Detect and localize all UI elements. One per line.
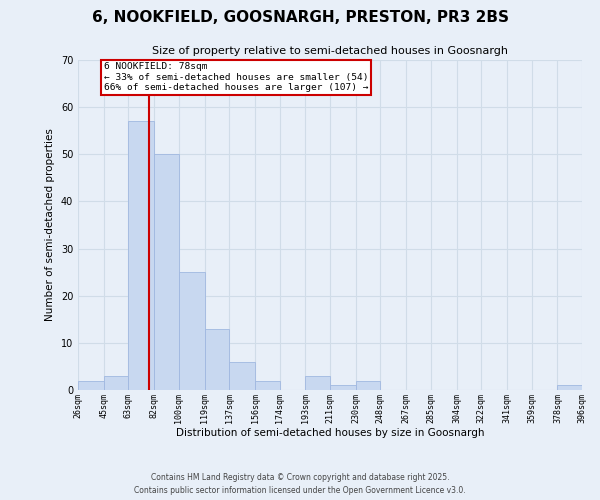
Bar xyxy=(229,362,255,390)
Bar xyxy=(154,154,179,390)
Bar xyxy=(179,272,205,390)
Title: Size of property relative to semi-detached houses in Goosnargh: Size of property relative to semi-detach… xyxy=(152,46,508,56)
Bar xyxy=(330,386,356,390)
Text: 6 NOOKFIELD: 78sqm
← 33% of semi-detached houses are smaller (54)
66% of semi-de: 6 NOOKFIELD: 78sqm ← 33% of semi-detache… xyxy=(104,62,368,92)
Bar xyxy=(205,328,229,390)
Bar xyxy=(128,122,154,390)
Y-axis label: Number of semi-detached properties: Number of semi-detached properties xyxy=(45,128,55,322)
Bar xyxy=(104,376,128,390)
Text: Contains HM Land Registry data © Crown copyright and database right 2025.
Contai: Contains HM Land Registry data © Crown c… xyxy=(134,474,466,495)
Bar xyxy=(78,380,104,390)
X-axis label: Distribution of semi-detached houses by size in Goosnargh: Distribution of semi-detached houses by … xyxy=(176,428,484,438)
Bar xyxy=(557,386,582,390)
Text: 6, NOOKFIELD, GOOSNARGH, PRESTON, PR3 2BS: 6, NOOKFIELD, GOOSNARGH, PRESTON, PR3 2B… xyxy=(91,10,509,25)
Bar xyxy=(356,380,380,390)
Bar xyxy=(305,376,330,390)
Bar xyxy=(255,380,280,390)
